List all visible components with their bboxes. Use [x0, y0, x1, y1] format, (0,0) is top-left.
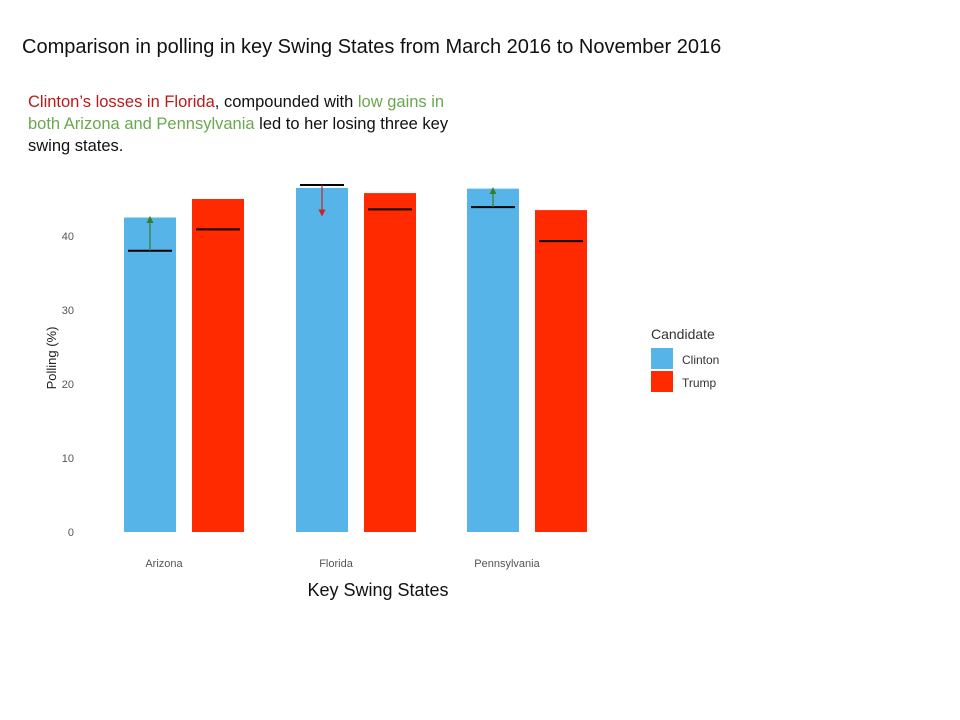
legend: Candidate Clinton Trump: [651, 326, 719, 392]
bar-clinton-pennsylvania: [467, 188, 519, 532]
x-axis-title: Key Swing States: [307, 580, 448, 600]
legend-label-clinton: Clinton: [682, 353, 719, 367]
y-tick-label: 10: [62, 453, 74, 465]
legend-swatch-trump: [651, 371, 673, 392]
y-axis-title: Polling (%): [44, 327, 59, 390]
y-axis-ticks: 0 10 20 30 40: [62, 231, 74, 539]
x-axis-ticks: Arizona Florida Pennsylvania: [145, 558, 540, 570]
chart-title: Comparison in polling in key Swing State…: [22, 36, 722, 58]
bar-trump-pennsylvania: [535, 210, 587, 532]
bar-clinton-florida: [296, 187, 348, 532]
annotation-loss-text: Clinton’s losses in Florida: [28, 93, 215, 111]
bar-trump-florida: [364, 193, 416, 532]
annotation-end-text: led to her losing three key swing states…: [28, 115, 449, 155]
bars: [124, 187, 587, 532]
legend-swatch-clinton: [651, 348, 673, 369]
annotation-gain-text: low gains in both Arizona and Pennsylvan…: [28, 93, 445, 133]
legend-label-trump: Trump: [682, 376, 717, 390]
annotation-connector-text: , compounded with: [214, 93, 358, 111]
bar-clinton-arizona: [124, 217, 176, 532]
legend-title: Candidate: [651, 326, 715, 342]
y-tick-label: 40: [62, 231, 74, 243]
x-tick-label: Arizona: [145, 558, 183, 570]
x-tick-label: Pennsylvania: [474, 558, 540, 570]
y-tick-label: 30: [62, 305, 74, 317]
y-tick-label: 20: [62, 379, 74, 391]
y-tick-label: 0: [68, 527, 74, 539]
bar-trump-arizona: [192, 199, 244, 532]
annotation-text: Clinton’s losses in Florida, compounded …: [28, 91, 458, 157]
x-tick-label: Florida: [319, 558, 354, 570]
march-markers: [128, 183, 583, 252]
